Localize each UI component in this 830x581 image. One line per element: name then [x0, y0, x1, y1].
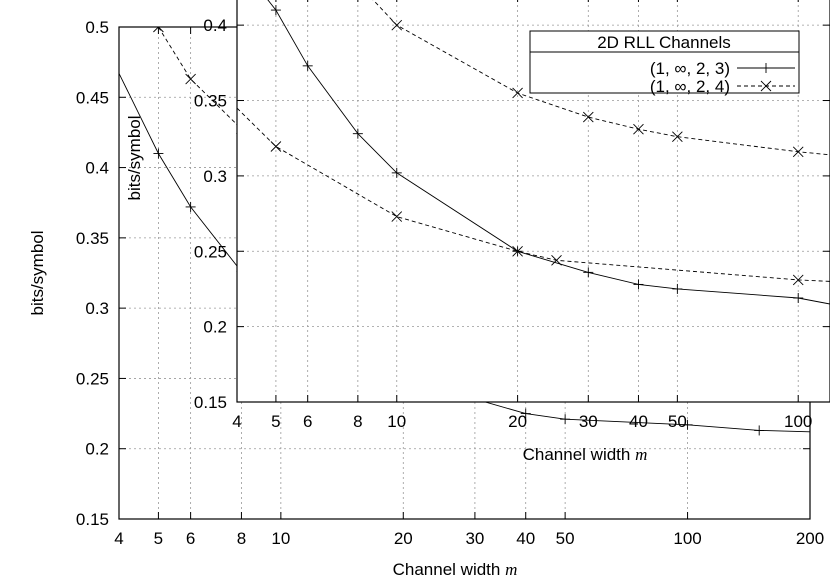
inset-series-2-point-b: [551, 254, 562, 266]
main-ytick-label: 0.35: [76, 229, 109, 248]
inset-xtick-label: 5: [271, 412, 280, 431]
main-ytick-label: 0.4: [85, 159, 109, 178]
inset-ytick-label: 0.3: [203, 167, 227, 186]
inset-ytick-label: 0.4: [203, 16, 227, 35]
inset-xtick-label: 10: [387, 412, 406, 431]
main-xtick-label: 6: [186, 529, 195, 548]
inset-ytick-label: 0.35: [194, 92, 227, 111]
inset-series-3: [372, 0, 830, 158]
inset-series-2-point-b: [792, 274, 804, 286]
main-xtick-label: 200: [796, 529, 824, 548]
inset-xtick-label: 30: [579, 412, 598, 431]
inset-xtick-label: 50: [668, 412, 687, 431]
main-xtick-label: 50: [556, 529, 575, 548]
inset-x-axis-label-var: m: [635, 445, 647, 464]
main-ytick-label: 0.45: [76, 88, 109, 107]
inset-xtick-label: 40: [629, 412, 648, 431]
main-xtick-label: 5: [154, 529, 163, 548]
inset-series-3-point-b: [792, 146, 804, 158]
main-xtick-label: 40: [516, 529, 535, 548]
legend-entry-marker-b: [760, 80, 772, 92]
inset-x-axis-label-text: Channel width: [523, 445, 635, 464]
main-ytick-label: 0.15: [76, 510, 109, 529]
main-y-axis-label: bits/symbol: [28, 230, 47, 315]
inset-x-axis-label: Channel width m: [523, 445, 648, 464]
inset-series-2-point-b: [391, 211, 403, 222]
inset-series-3-point-b: [672, 131, 683, 143]
main-ytick-label: 0.3: [85, 299, 109, 318]
main-series-2-point-b: [153, 27, 160, 33]
inset-series-3-point-b: [582, 111, 594, 123]
inset-xtick-label: 6: [303, 412, 312, 431]
main-xtick-label: 8: [237, 529, 246, 548]
inset-plot-area: [237, 0, 830, 305]
main-ytick-label: 0.5: [85, 18, 109, 37]
inset-chart: 4 5 6 8 10 20 30 40 50 100 0.15 0.2 0.25 0.3 0.35 0.4 Ch…: [125, 0, 830, 464]
legend-entry-label: (1, ∞, 2, 3): [650, 59, 730, 78]
inset-series-1-line: [267, 0, 830, 305]
inset-ytick-label: 0.2: [203, 318, 227, 337]
inset-series-3-point-b: [512, 87, 523, 99]
main-xtick-label: 30: [465, 529, 484, 548]
inset-xtick-label: 8: [353, 412, 362, 431]
inset-ytick-label: 0.25: [194, 242, 227, 261]
inset-xtick-label: 4: [232, 412, 241, 431]
main-ytick-label: 0.2: [85, 440, 109, 459]
main-ytick-label: 0.25: [76, 369, 109, 388]
legend-box: [529, 30, 800, 94]
inset-series-1: [267, 0, 830, 305]
inset-series-2-point-b: [512, 245, 523, 257]
main-series-2-point-a: [157, 27, 164, 33]
inset-y-axis-label: bits/symbol: [125, 115, 144, 200]
legend-entry-label: (1, ∞, 2, 4): [650, 77, 730, 96]
inset-frame: [236, 0, 830, 403]
inset-ticks: 4 5 6 8 10 20 30 40 50 100 0.15 0.2 0.25 0.3 0.35 0.4: [194, 0, 830, 431]
main-xtick-label: 10: [271, 529, 290, 548]
main-xtick-label: 20: [394, 529, 413, 548]
inset-ytick-label: 0.15: [194, 393, 227, 412]
inset-series-2: [237, 107, 830, 286]
main-series-2-point-b: [185, 73, 196, 85]
inset-series-3-point-b: [633, 123, 644, 135]
main-x-axis-label: Channel width m: [393, 560, 518, 579]
main-xtick-label: 100: [673, 529, 701, 548]
legend-title: 2D RLL Channels: [597, 33, 731, 52]
inset-series-3-point-b: [391, 19, 403, 31]
inset-grid: [237, 0, 830, 402]
main-ticks: 4 5 6 8 10 20 30 40 50 100 2000.150.20.250.30.350.…: [76, 18, 824, 548]
legend: 2D RLL Channels (1, ∞, 2, 3)(1, ∞, 2, 4): [529, 30, 800, 96]
inset-xtick-label: 20: [508, 412, 527, 431]
main-xtick-label: 4: [114, 529, 123, 548]
main-x-axis-label-var: m: [505, 560, 517, 579]
inset-series-2-point-b: [270, 141, 282, 152]
inset-xtick-label: 100: [784, 412, 812, 431]
main-x-axis-label-text: Channel width: [393, 560, 505, 579]
